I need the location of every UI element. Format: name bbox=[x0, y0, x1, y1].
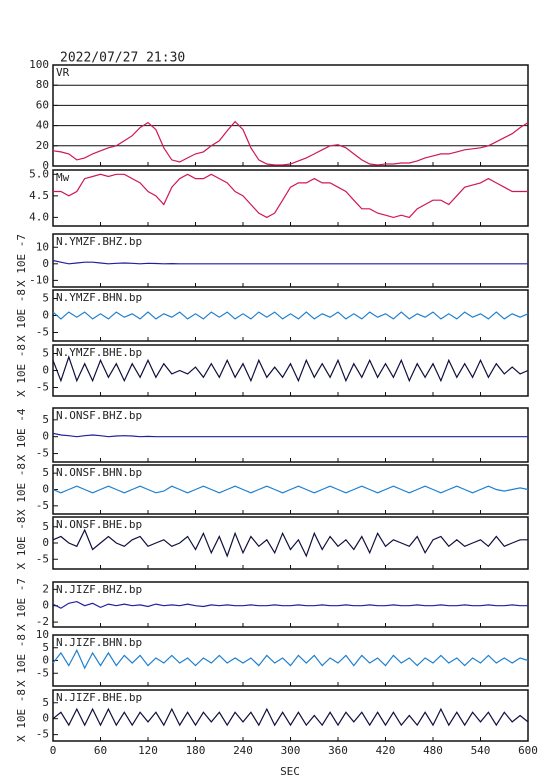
x-tick-label: 420 bbox=[376, 744, 396, 757]
y-axis-label: X 10E -8 bbox=[15, 634, 28, 687]
trace bbox=[53, 173, 528, 219]
panel-label: N.YMZF.BHN.bp bbox=[56, 291, 142, 304]
y-tick-label: -5 bbox=[36, 666, 49, 679]
panel-label: Mw bbox=[56, 171, 70, 184]
y-tick-label: -5 bbox=[36, 499, 49, 512]
trace bbox=[52, 355, 529, 383]
y-axis-label: X 10E -8 bbox=[15, 344, 28, 397]
y-axis-label: X 10E -8 bbox=[15, 463, 28, 516]
trace bbox=[52, 432, 528, 438]
y-tick-label: 0 bbox=[42, 430, 49, 443]
x-tick-label: 540 bbox=[471, 744, 491, 757]
panel-label: VR bbox=[56, 66, 70, 79]
chart-title: 2022/07/27 21:30 bbox=[60, 51, 185, 66]
y-tick-label: 40 bbox=[36, 119, 49, 132]
panel-label: N.JIZF.BHZ.bp bbox=[56, 583, 142, 596]
trace bbox=[52, 259, 528, 265]
y-tick-label: 100 bbox=[29, 58, 49, 71]
y-tick-label: -5 bbox=[36, 728, 49, 741]
panel-label: N.ONSF.BHZ.bp bbox=[56, 409, 142, 422]
y-axis-label: X 10E -7 bbox=[15, 234, 28, 287]
x-tick-label: 0 bbox=[50, 744, 57, 757]
y-tick-label: 5 bbox=[42, 696, 49, 709]
y-tick-label: 0 bbox=[42, 364, 49, 377]
x-tick-label: 60 bbox=[94, 744, 107, 757]
y-tick-label: -5 bbox=[36, 447, 49, 460]
x-tick-label: 300 bbox=[281, 744, 301, 757]
y-tick-label: -5 bbox=[36, 552, 49, 565]
y-tick-label: 80 bbox=[36, 78, 49, 91]
y-tick-label: 60 bbox=[36, 98, 49, 111]
panel-label: N.YMZF.BHE.bp bbox=[56, 346, 142, 359]
y-axis-label: X 10E -4 bbox=[15, 408, 28, 461]
y-tick-label: 0 bbox=[42, 654, 49, 667]
panel-label: N.JIZF.BHN.bp bbox=[56, 636, 142, 649]
trace bbox=[52, 600, 528, 609]
panel-frame bbox=[52, 64, 529, 167]
y-tick-label: 5 bbox=[42, 466, 49, 479]
trace bbox=[52, 311, 529, 320]
y-tick-label: 0 bbox=[42, 712, 49, 725]
y-tick-label: 5 bbox=[42, 347, 49, 360]
y-tick-label: 0 bbox=[42, 309, 49, 322]
trace bbox=[52, 528, 528, 558]
y-tick-label: 20 bbox=[36, 139, 49, 152]
y-tick-label: 4.0 bbox=[29, 210, 49, 223]
y-tick-label: 0 bbox=[42, 536, 49, 549]
panel-label: N.ONSF.BHE.bp bbox=[56, 518, 142, 531]
panel-label: N.ONSF.BHN.bp bbox=[56, 466, 142, 479]
x-tick-label: 600 bbox=[518, 744, 538, 757]
trace bbox=[52, 648, 529, 670]
trace bbox=[52, 485, 529, 494]
y-tick-label: 0 bbox=[42, 257, 49, 270]
x-tick-label: 240 bbox=[233, 744, 253, 757]
y-tick-label: -2 bbox=[36, 615, 49, 628]
panel-label: N.JIZF.BHE.bp bbox=[56, 691, 142, 704]
x-tick-label: 360 bbox=[328, 744, 348, 757]
y-axis-label: X 10E -7 bbox=[15, 578, 28, 631]
trace bbox=[52, 707, 529, 727]
y-tick-label: 5.0 bbox=[29, 167, 49, 180]
y-tick-label: 5 bbox=[42, 413, 49, 426]
y-tick-label: 10 bbox=[36, 240, 49, 253]
y-tick-label: 4.5 bbox=[29, 189, 49, 202]
x-axis-label: SEC bbox=[280, 765, 300, 778]
y-tick-label: 2 bbox=[42, 582, 49, 595]
y-tick-label: 5 bbox=[42, 641, 49, 654]
x-tick-label: 120 bbox=[138, 744, 158, 757]
y-tick-label: 5 bbox=[42, 520, 49, 533]
panel-label: N.YMZF.BHZ.bp bbox=[56, 235, 142, 248]
x-tick-label: 480 bbox=[423, 744, 443, 757]
y-axis-label: X 10E -8 bbox=[15, 689, 28, 742]
trace bbox=[52, 120, 529, 166]
y-axis-label: X 10E -8 bbox=[15, 517, 28, 570]
y-tick-label: 0 bbox=[42, 599, 49, 612]
y-axis-label: X 10E -8 bbox=[15, 289, 28, 342]
y-tick-label: -5 bbox=[36, 326, 49, 339]
y-tick-label: -5 bbox=[36, 381, 49, 394]
y-tick-label: -10 bbox=[29, 273, 49, 286]
y-tick-label: 0 bbox=[42, 159, 49, 172]
x-tick-label: 180 bbox=[186, 744, 206, 757]
panel-frame bbox=[52, 169, 529, 227]
y-tick-label: 0 bbox=[42, 483, 49, 496]
y-tick-label: 10 bbox=[36, 628, 49, 641]
y-tick-label: 5 bbox=[42, 292, 49, 305]
